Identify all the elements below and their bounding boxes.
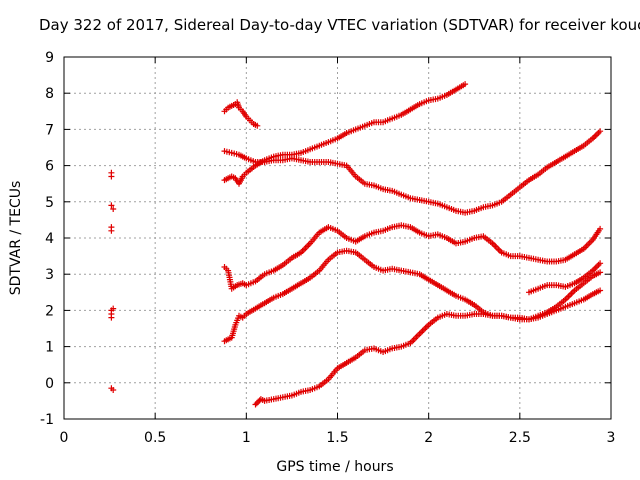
data-point	[108, 314, 115, 321]
y-tick-label: 3	[45, 267, 54, 283]
data-point	[108, 202, 115, 209]
data-point	[253, 400, 260, 407]
x-tick-label: 2	[424, 430, 433, 446]
axis-ticks	[63, 56, 612, 420]
data-point	[462, 81, 469, 88]
y-tick-label: -1	[40, 412, 54, 428]
data-point	[110, 206, 117, 212]
data-point	[252, 401, 259, 408]
chart-title: Day 322 of 2017, Sidereal Day-to-day VTE…	[39, 16, 640, 34]
y-tick-label: 7	[45, 122, 54, 138]
x-tick-label: 3	[607, 430, 616, 446]
y-tick-label: 4	[45, 231, 54, 247]
data-point	[597, 287, 604, 294]
data-point	[597, 260, 604, 267]
x-tick-label: 2.5	[509, 430, 531, 446]
data-point	[254, 122, 261, 129]
x-tick-labels: 0 0.5 1 1.5 2 2.5 3	[60, 430, 616, 446]
data-point	[110, 305, 117, 312]
y-tick-label: 8	[45, 86, 54, 102]
x-tick-label: 0.5	[144, 430, 166, 446]
data-point	[108, 227, 115, 234]
data-point	[597, 269, 604, 276]
data-points	[108, 81, 604, 408]
y-tick-label: 6	[45, 159, 54, 175]
y-axis-label: SDTVAR / TECUs	[8, 181, 24, 296]
x-axis-label: GPS time / hours	[276, 459, 393, 475]
y-tick-label: 9	[45, 50, 54, 66]
grid	[64, 57, 611, 419]
y-tick-labels: -1 0 1 2 3 4 5 6 7 8 9	[40, 50, 54, 428]
y-tick-label: 5	[45, 195, 54, 211]
data-point	[597, 128, 604, 135]
y-tick-label: 1	[45, 340, 54, 356]
x-tick-label: 1.5	[326, 430, 348, 446]
x-tick-label: 1	[242, 430, 251, 446]
y-tick-label: 2	[45, 303, 54, 319]
y-tick-label: 0	[45, 376, 54, 392]
data-point	[597, 225, 604, 232]
x-tick-label: 0	[60, 430, 69, 446]
data-point	[108, 173, 115, 180]
data-point	[110, 387, 117, 393]
